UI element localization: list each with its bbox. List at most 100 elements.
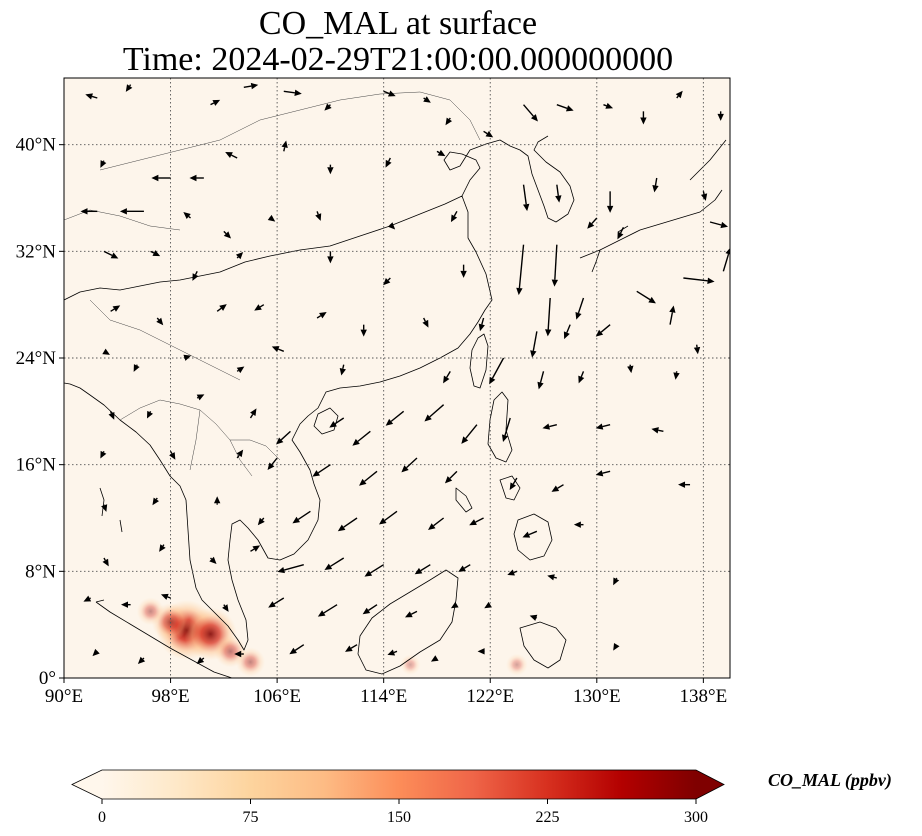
wind-arrow: [387, 222, 396, 230]
wind-arrow: [428, 517, 445, 530]
coastline-borneo: [357, 569, 459, 675]
wind-arrow: [236, 449, 244, 459]
colorbar-extend-high: [696, 770, 724, 799]
wind-arrow: [80, 208, 98, 215]
latitude-tick-label: 16°N: [16, 455, 57, 476]
wind-arrow: [573, 521, 584, 528]
wind-arrow: [329, 417, 345, 428]
wind-arrow: [636, 290, 656, 304]
wind-arrow: [183, 212, 191, 219]
wind-arrow: [225, 152, 238, 159]
wind-arrow: [235, 252, 244, 260]
wind-arrow: [678, 481, 691, 488]
wind-arrow: [324, 103, 332, 111]
wind-arrow: [477, 648, 485, 655]
coastline-hainan: [313, 407, 339, 435]
coastline-visayas-mindanao: [499, 475, 553, 561]
wind-arrow: [530, 331, 538, 358]
concentration-hotspot: [505, 653, 528, 676]
wind-arrow: [316, 312, 327, 319]
colorbar-extend-low: [72, 770, 102, 799]
wind-arrow: [443, 370, 451, 384]
map-background: [64, 78, 730, 678]
wind-arrow: [551, 484, 564, 492]
wind-arrow: [522, 184, 530, 212]
wind-arrow: [324, 557, 345, 570]
concentration-hotspot: [136, 597, 165, 626]
wind-arrow: [595, 423, 611, 430]
wind-arrow: [387, 649, 398, 656]
wind-arrow: [254, 304, 265, 311]
wind-arrow: [196, 394, 205, 401]
wind-arrow: [160, 593, 171, 600]
wind-arrow: [159, 544, 166, 552]
wind-arrow: [359, 470, 378, 486]
colorbar: 0 75 150 225 300: [71, 769, 725, 826]
wind-arrow: [267, 457, 278, 470]
map-title-line-1: CO_MAL at surface: [258, 5, 538, 42]
colorbar-ticks: 0 75 150 225 300: [98, 799, 708, 826]
wind-arrow: [722, 247, 730, 272]
concentration-field: [136, 597, 528, 677]
wind-arrow: [183, 354, 192, 361]
wind-arrow: [424, 404, 445, 422]
wind-arrow: [683, 277, 715, 284]
longitude-tick-label: 98°E: [151, 686, 189, 707]
wind-arrow: [563, 324, 571, 340]
wind-arrow: [101, 504, 108, 512]
wind-arrow: [281, 140, 288, 152]
wind-arrow: [483, 130, 494, 138]
coastline-luzon: [487, 391, 513, 463]
wind-arrow: [249, 408, 257, 419]
wind-arrow: [327, 251, 334, 264]
map-title-line-2: Time: 2024-02-29T21:00:00.000000000: [122, 41, 674, 78]
wind-arrow: [516, 244, 525, 296]
wind-arrow: [640, 111, 647, 125]
wind-arrow: [595, 324, 611, 337]
wind-arrow: [210, 99, 221, 106]
longitude-tick-label: 106°E: [253, 686, 301, 707]
coastline-taiwan: [469, 333, 489, 389]
country-borders: [64, 91, 481, 477]
wind-arrow: [522, 530, 538, 538]
wind-arrow: [507, 569, 518, 576]
latitude-tick-label: 32°N: [16, 241, 57, 262]
wind-arrow: [243, 82, 259, 90]
wind-arrow: [364, 564, 385, 577]
wind-arrow: [385, 410, 405, 426]
wind-arrow: [268, 597, 285, 608]
wind-arrow: [312, 464, 331, 477]
wind-arrow: [444, 470, 458, 484]
wind-arrow: [537, 371, 545, 390]
wind-arrow: [209, 556, 217, 564]
wind-arrow: [83, 595, 92, 602]
colorbar-ramp: [102, 770, 696, 799]
wind-arrow: [339, 364, 346, 376]
wind-arrow: [360, 324, 367, 337]
wind-arrow: [717, 111, 724, 121]
wind-arrow: [651, 427, 664, 434]
coastline-andaman: [99, 487, 123, 533]
wind-arrow: [119, 208, 144, 215]
longitude-tick-label: 114°E: [360, 686, 407, 707]
wind-arrow: [192, 271, 199, 281]
wind-arrow: [85, 93, 98, 100]
wind-arrow: [627, 364, 634, 374]
wind-arrow: [595, 470, 611, 477]
wind-arrow: [545, 297, 552, 337]
wind-arrow: [102, 348, 110, 355]
colorbar-tick-label: 150: [387, 809, 411, 826]
wind-vectors: [80, 82, 730, 664]
wind-arrow: [469, 517, 484, 526]
wind-arrow: [250, 545, 261, 552]
coastline-bohai-korea: [443, 135, 575, 223]
wind-arrow: [103, 250, 119, 259]
wind-arrow: [152, 497, 159, 506]
coastline-palawan: [455, 487, 473, 513]
wind-arrow: [529, 614, 538, 621]
wind-arrow: [236, 366, 245, 374]
wind-arrow: [102, 557, 109, 567]
wind-arrow: [450, 210, 458, 223]
wind-arrow: [489, 357, 505, 385]
wind-arrow: [267, 214, 276, 222]
